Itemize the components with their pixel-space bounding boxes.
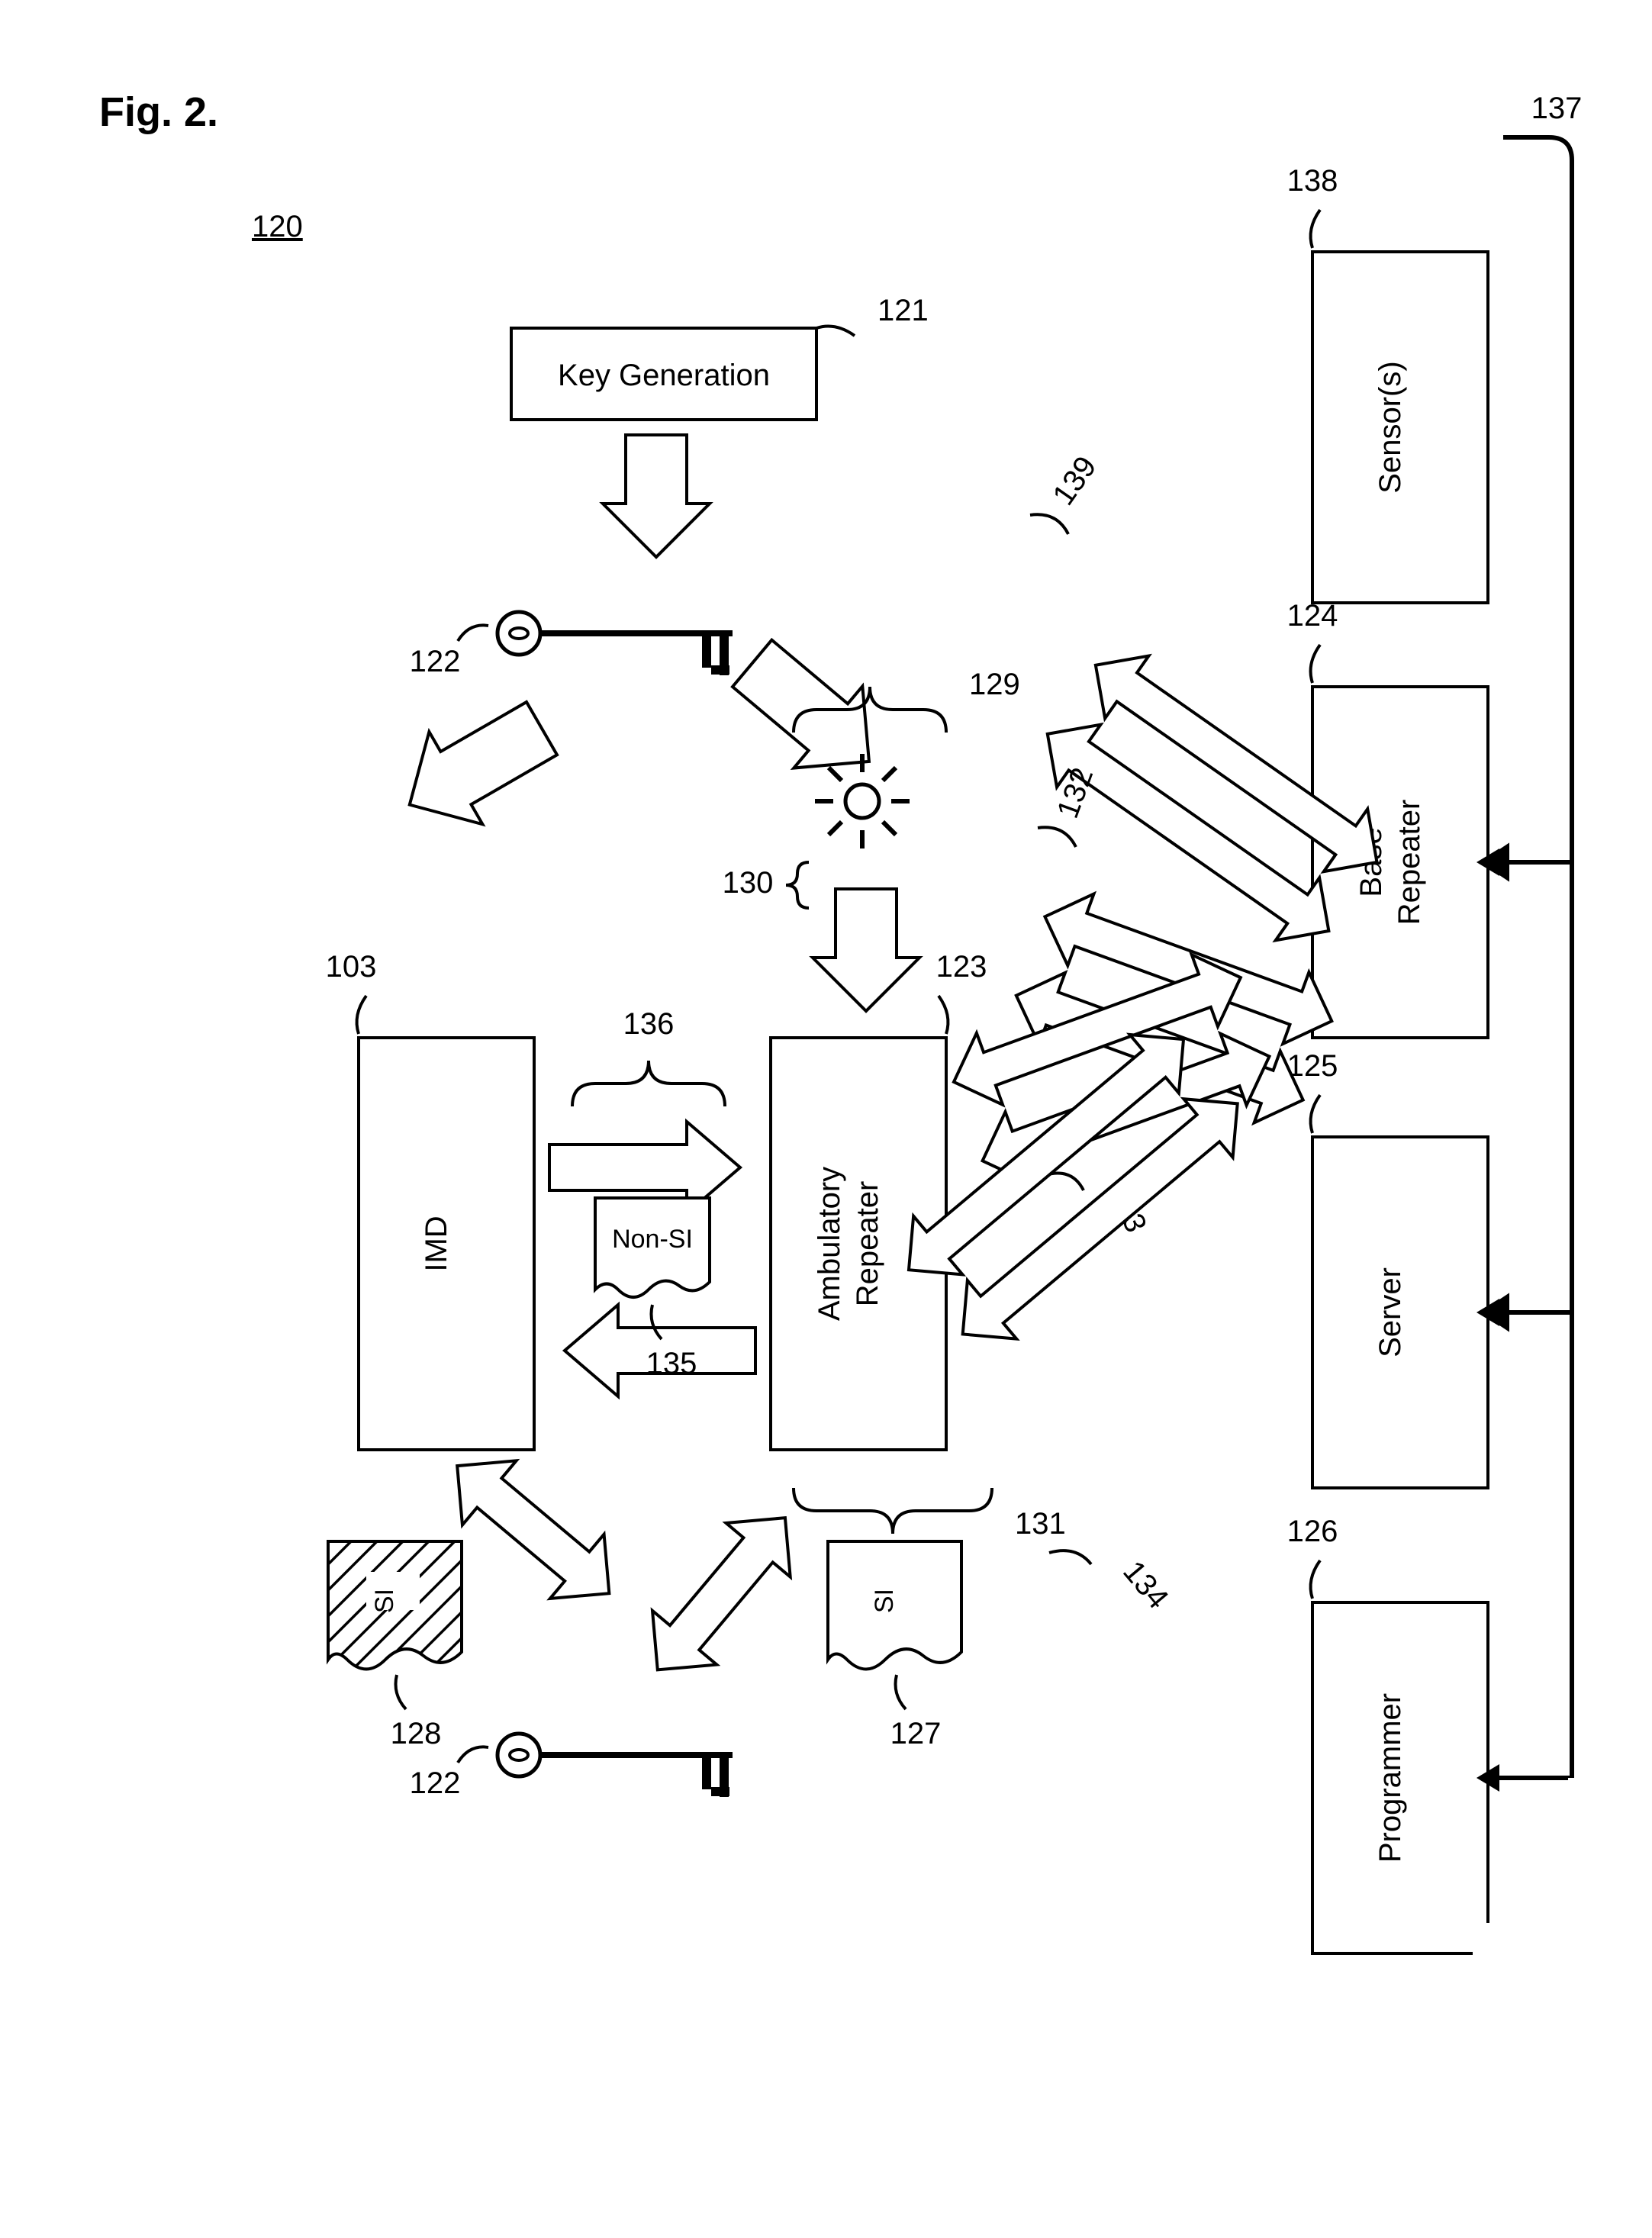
svg-text:138: 138 xyxy=(1287,164,1338,198)
sun-icon xyxy=(815,754,910,849)
svg-text:SI: SI xyxy=(370,1589,399,1613)
callout-131: 131 xyxy=(1015,1507,1066,1541)
arrow-sun-down xyxy=(813,889,919,1011)
si-right-tag: SI 127 xyxy=(828,1541,961,1750)
ambulatory-repeater-block: Ambulatory Repeater 123 xyxy=(771,950,987,1450)
svg-text:135: 135 xyxy=(646,1347,697,1380)
key-icon-top xyxy=(498,612,733,675)
key-bot-ref: 122 xyxy=(410,1766,461,1800)
figure-title: Fig. 2. xyxy=(99,89,218,135)
arrow-key-to-amb-top xyxy=(718,623,903,803)
arrow-keygen-down xyxy=(603,435,710,557)
arrow-key-to-imd-top xyxy=(383,682,568,851)
imd-block: IMD 103 xyxy=(326,950,534,1450)
callout-137: 137 xyxy=(1531,92,1583,125)
si-left-tag: SI 128 xyxy=(328,1541,462,1750)
callout-134: 134 xyxy=(1116,1555,1175,1615)
svg-text:Repeater: Repeater xyxy=(851,1181,884,1307)
svg-text:Key Generation: Key Generation xyxy=(558,359,770,392)
callout-130: 130 xyxy=(723,866,774,900)
svg-text:124: 124 xyxy=(1287,599,1338,633)
svg-text:Programmer: Programmer xyxy=(1373,1693,1407,1863)
svg-text:126: 126 xyxy=(1287,1515,1338,1548)
arrow-key-to-amb-bot xyxy=(626,1491,817,1697)
callout-139: 139 xyxy=(1046,450,1103,511)
svg-text:125: 125 xyxy=(1287,1049,1338,1083)
svg-text:Sensor(s): Sensor(s) xyxy=(1373,361,1407,493)
figure-id: 120 xyxy=(252,210,303,243)
brace-136: 136 xyxy=(572,1007,725,1106)
svg-text:136: 136 xyxy=(623,1007,675,1041)
svg-text:Repeater: Repeater xyxy=(1393,800,1426,926)
svg-text:IMD: IMD xyxy=(420,1216,453,1271)
svg-text:Ambulatory: Ambulatory xyxy=(813,1167,846,1321)
svg-text:123: 123 xyxy=(936,950,987,984)
key-icon-bottom xyxy=(498,1734,733,1797)
key-top-ref: 122 xyxy=(410,645,461,678)
callout-129: 129 xyxy=(969,668,1020,701)
link-server xyxy=(941,942,1283,1196)
svg-text:SI: SI xyxy=(870,1589,899,1613)
svg-text:Non-SI: Non-SI xyxy=(612,1225,693,1254)
server-block: Server 125 xyxy=(1287,1049,1488,1488)
svg-text:127: 127 xyxy=(890,1717,942,1750)
programmer-block: Programmer 126 xyxy=(1287,1515,1488,1953)
svg-text:128: 128 xyxy=(391,1717,442,1750)
svg-text:121: 121 xyxy=(878,294,929,327)
svg-text:103: 103 xyxy=(326,950,377,984)
sensors-block: Sensor(s) 138 xyxy=(1287,164,1488,603)
bracket-137 xyxy=(1484,160,1572,1969)
key-generation-block: Key Generation 121 xyxy=(511,294,929,420)
svg-text:Server: Server xyxy=(1373,1267,1407,1357)
